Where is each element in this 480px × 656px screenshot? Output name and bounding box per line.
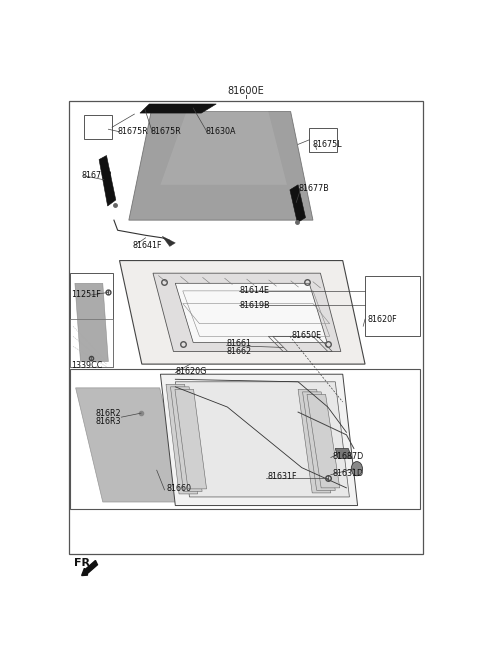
Polygon shape	[99, 155, 116, 206]
Text: 81677B: 81677B	[82, 171, 112, 180]
Polygon shape	[307, 394, 340, 488]
Text: 81660: 81660	[166, 484, 191, 493]
Text: 81600E: 81600E	[228, 87, 264, 96]
Text: 81675L: 81675L	[313, 140, 343, 149]
Text: 81650E: 81650E	[291, 331, 322, 340]
Polygon shape	[160, 112, 287, 185]
Polygon shape	[170, 387, 202, 491]
Polygon shape	[302, 392, 335, 491]
Text: 81631F: 81631F	[267, 472, 297, 482]
Bar	[71, 369, 420, 509]
Text: 81641F: 81641F	[133, 241, 162, 250]
Bar	[71, 319, 113, 367]
Text: 81661: 81661	[227, 339, 252, 348]
Bar	[84, 115, 112, 139]
Text: 81675R: 81675R	[150, 127, 181, 136]
Polygon shape	[175, 382, 349, 497]
Bar	[69, 102, 423, 554]
Polygon shape	[75, 283, 108, 361]
Polygon shape	[120, 260, 365, 364]
Text: 81631D: 81631D	[332, 469, 363, 478]
Text: 81677B: 81677B	[299, 184, 330, 194]
Polygon shape	[175, 283, 327, 342]
Text: 816R3: 816R3	[96, 417, 121, 426]
Polygon shape	[162, 236, 175, 247]
Polygon shape	[140, 104, 216, 113]
Polygon shape	[153, 273, 341, 352]
Polygon shape	[298, 390, 331, 493]
Text: 81675R: 81675R	[118, 127, 148, 136]
Polygon shape	[290, 185, 305, 222]
FancyArrow shape	[82, 560, 97, 575]
Bar	[365, 276, 420, 337]
Text: 81630A: 81630A	[205, 127, 236, 136]
Polygon shape	[129, 112, 313, 220]
Text: 81614E: 81614E	[240, 287, 269, 295]
Polygon shape	[76, 388, 186, 502]
Text: 11251F: 11251F	[71, 291, 101, 299]
Text: 81662: 81662	[227, 347, 252, 356]
Polygon shape	[166, 384, 198, 494]
Text: 81687D: 81687D	[332, 452, 363, 461]
Text: 1339CC: 1339CC	[71, 361, 103, 370]
Text: 816R2: 816R2	[96, 409, 121, 418]
Text: FR.: FR.	[74, 558, 95, 567]
Ellipse shape	[351, 462, 362, 476]
Polygon shape	[335, 449, 352, 459]
Text: 81619B: 81619B	[240, 300, 270, 310]
Text: 81620G: 81620G	[175, 367, 207, 376]
Bar	[309, 128, 337, 152]
Bar	[71, 273, 113, 367]
Polygon shape	[175, 390, 206, 489]
Polygon shape	[160, 374, 358, 506]
Text: 81620F: 81620F	[367, 315, 397, 323]
